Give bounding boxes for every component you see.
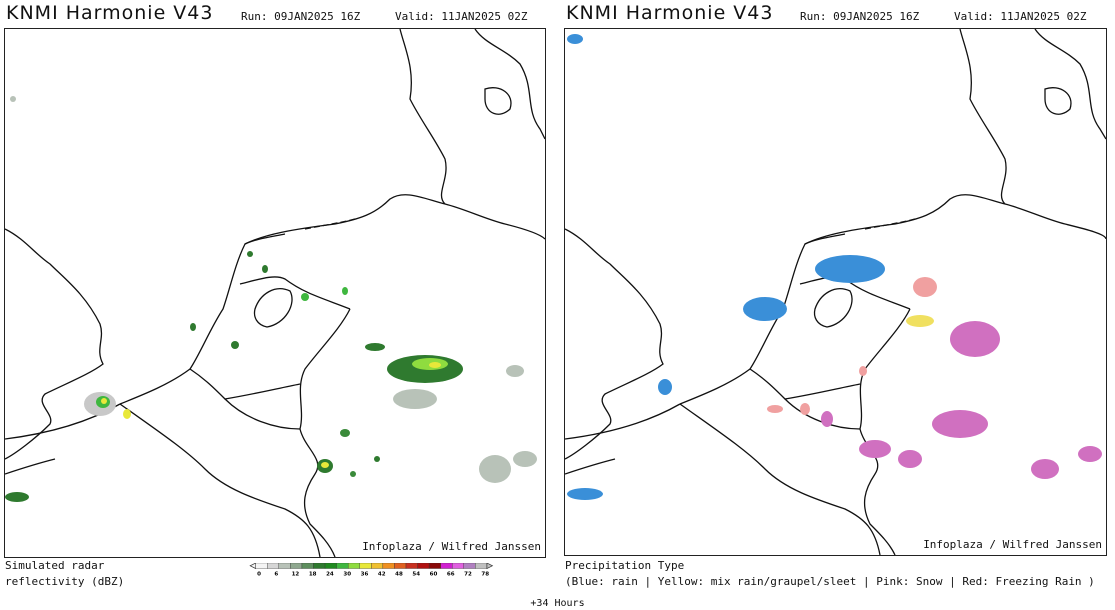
colorbar-swatch xyxy=(336,563,349,569)
colorbar-tick-label: 6 xyxy=(274,571,278,577)
colorbar-arrow-left xyxy=(249,563,257,570)
colorbar-tick-label: 48 xyxy=(395,571,403,577)
colorbar-tick-label: 72 xyxy=(464,571,472,577)
colorbar-swatch xyxy=(301,563,314,569)
colorbar-tick-label: 30 xyxy=(343,571,351,577)
snow-area xyxy=(1078,446,1102,462)
reflectivity-echoes xyxy=(5,96,537,502)
colorbar-tick-label: 12 xyxy=(292,571,300,577)
freezing-area xyxy=(913,277,937,297)
legend-label: Simulated radar reflectivity (dBZ) xyxy=(5,559,125,588)
snow-area xyxy=(932,410,988,438)
colorbar-tick-label: 78 xyxy=(481,571,489,577)
rain-area xyxy=(658,379,672,395)
colorbar-arrow-right xyxy=(486,563,494,570)
colorbar: 0 6 12 18 24 30 36 42 48 54 60 66 72 78 xyxy=(249,563,494,577)
colorbar-swatch xyxy=(475,563,488,569)
snow-area xyxy=(950,321,1000,357)
coastlines-borders xyxy=(565,29,1106,555)
colorbar-tick-label: 24 xyxy=(326,571,334,577)
colorbar-swatch xyxy=(428,563,441,569)
valid-time: Valid: 11JAN2025 02Z xyxy=(395,10,528,23)
legend-title: Precipitation Type xyxy=(565,559,685,572)
colorbar-tick-label: 54 xyxy=(412,571,420,577)
forecast-hour: +34 Hours xyxy=(530,598,585,609)
colorbar-swatch xyxy=(290,563,303,569)
freezing-area xyxy=(800,403,810,415)
colorbar-swatch xyxy=(324,563,337,569)
snow-area xyxy=(859,440,891,458)
radar-map: Infoplaza / Wilfred Janssen xyxy=(4,28,546,558)
snow-area xyxy=(898,450,922,468)
colorbar-swatch xyxy=(359,563,372,569)
colorbar-tick-label: 42 xyxy=(378,571,386,577)
run-time: Run: 09JAN2025 16Z xyxy=(241,10,361,23)
colorbar-tick-label: 66 xyxy=(447,571,455,577)
freezing-area xyxy=(859,366,867,376)
colorbar-swatch xyxy=(348,563,360,569)
model-title: KNMI Harmonie V43 xyxy=(6,2,214,24)
coastlines-borders xyxy=(5,29,545,557)
map-credit: Infoplaza / Wilfred Janssen xyxy=(923,538,1102,551)
precip-type-panel: KNMI Harmonie V43 Run: 09JAN2025 16Z Val… xyxy=(561,0,1115,610)
colorbar-swatch xyxy=(255,563,268,569)
colorbar-swatch xyxy=(440,563,453,569)
colorbar-tick-label: 60 xyxy=(430,571,438,577)
colorbar-swatch xyxy=(382,563,395,569)
colorbar-swatch xyxy=(463,563,476,569)
snow-area xyxy=(821,411,833,427)
colorbar-tick-label: 18 xyxy=(309,571,317,577)
freezing-area xyxy=(767,405,783,413)
colorbar-swatch xyxy=(452,563,464,569)
snow-area xyxy=(1031,459,1059,479)
valid-time: Valid: 11JAN2025 02Z xyxy=(954,10,1087,23)
colorbar-swatch xyxy=(405,563,418,569)
map-credit: Infoplaza / Wilfred Janssen xyxy=(362,540,541,553)
colorbar-swatch xyxy=(267,563,279,569)
rain-area xyxy=(743,297,787,321)
run-time: Run: 09JAN2025 16Z xyxy=(800,10,920,23)
radar-map-svg xyxy=(5,29,545,557)
mix-area xyxy=(906,315,934,327)
colorbar-swatch xyxy=(278,563,291,569)
radar-panel: KNMI Harmonie V43 Run: 09JAN2025 16Z Val… xyxy=(0,0,548,610)
colorbar-tick-label: 0 xyxy=(257,571,261,577)
rain-area xyxy=(567,488,603,500)
colorbar-swatch xyxy=(394,563,407,569)
colorbar-tick-label: 36 xyxy=(361,571,369,577)
colorbar-swatch xyxy=(313,563,326,569)
colorbar-swatch xyxy=(417,563,430,569)
legend-text: (Blue: rain | Yellow: mix rain/graupel/s… xyxy=(565,575,1095,588)
precip-type-map-svg xyxy=(565,29,1106,555)
rain-area xyxy=(815,255,885,283)
precip-type-map: Infoplaza / Wilfred Janssen xyxy=(564,28,1107,556)
rain-area xyxy=(567,34,583,44)
precip-areas xyxy=(567,34,1102,500)
model-title: KNMI Harmonie V43 xyxy=(566,2,774,24)
colorbar-swatch xyxy=(371,563,384,569)
